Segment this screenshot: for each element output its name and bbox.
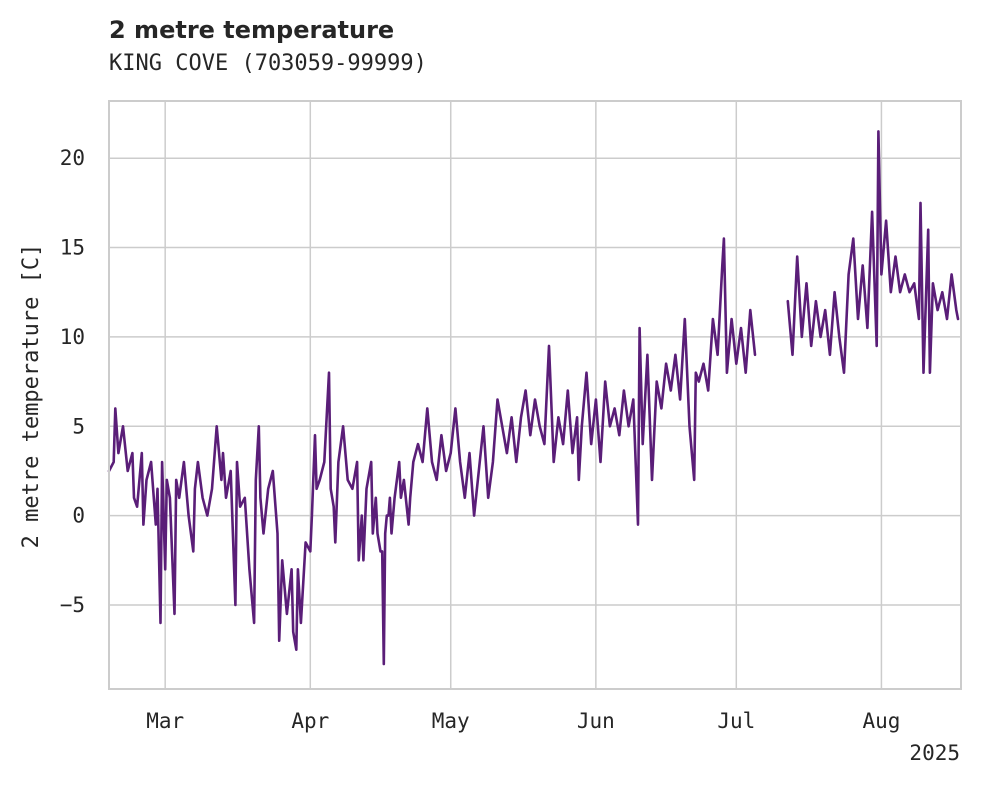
y-tick-label: 10 [60, 325, 85, 349]
y-tick-label: 0 [72, 504, 85, 528]
x-tick-label: Aug [862, 709, 900, 733]
y-tick-label: −5 [60, 593, 85, 617]
series-layer [107, 130, 960, 666]
y-tick-label: 15 [60, 236, 85, 260]
series-line [107, 130, 960, 666]
x-tick-label: Jun [577, 709, 615, 733]
x-tick-label: Apr [291, 709, 329, 733]
x-tick-label: Mar [146, 709, 184, 733]
y-tick-labels: 20 15 10 5 0 −5 [60, 146, 85, 617]
chart-title: 2 metre temperature [109, 16, 395, 44]
x-axis-year-label: 2025 [909, 741, 960, 765]
chart-subtitle: KING COVE (703059-99999) [109, 51, 427, 76]
y-axis-label: 2 metre temperature [C] [19, 244, 44, 549]
grid-lines [109, 101, 961, 689]
y-tick-label: 20 [60, 146, 85, 170]
x-tick-label: May [432, 709, 470, 733]
y-tick-label: 5 [72, 414, 85, 438]
plot-frame [108, 100, 962, 690]
x-tick-labels: Mar Apr May Jun Jul Aug [146, 709, 900, 733]
x-tick-label: Jul [717, 709, 755, 733]
